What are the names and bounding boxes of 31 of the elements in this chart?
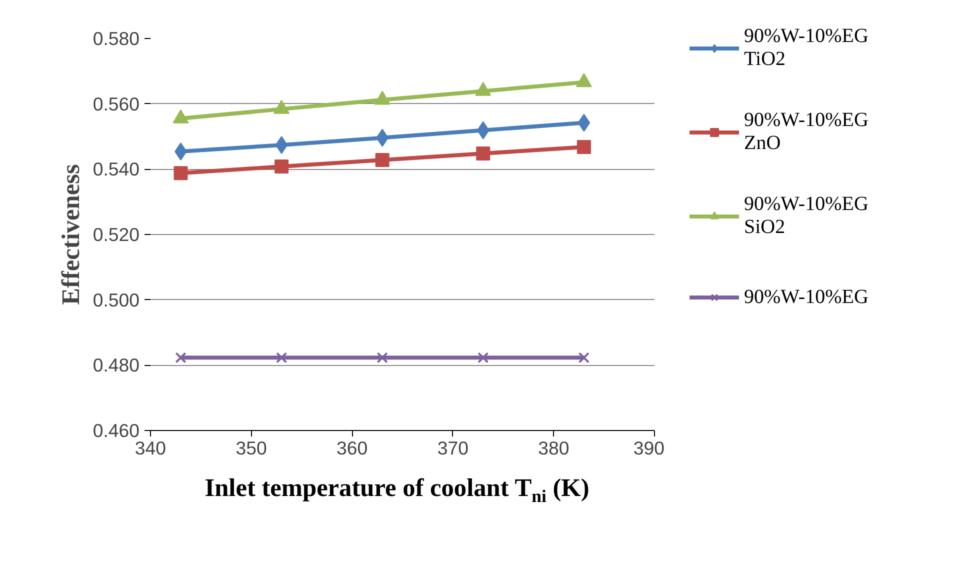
y-tick-label: 0.540	[92, 158, 140, 180]
point	[376, 128, 389, 147]
x-tick-label: 350	[236, 438, 267, 458]
point	[275, 136, 288, 154]
x-axis-title: Inlet temperature of coolant T$_{ni}$ (K)	[204, 473, 590, 508]
y-tick-label: 0.580	[92, 28, 140, 49]
y-axis-title: Effectiveness	[56, 164, 85, 305]
point	[276, 352, 288, 364]
point	[174, 166, 188, 180]
point	[476, 146, 490, 160]
point	[274, 160, 289, 174]
x-tick-label: 370	[437, 438, 468, 458]
point	[578, 352, 590, 364]
legend-label: 90%W-10%EG	[744, 284, 868, 310]
y-tick-label: 0.500	[92, 289, 140, 310]
legend-label: 90%W-10%EG ZnO	[744, 109, 868, 155]
x-tick-label: 390	[633, 438, 665, 458]
y-tick-label: 0.480	[92, 354, 140, 376]
x-tick-label: 360	[336, 438, 368, 458]
point	[476, 121, 490, 140]
point	[578, 114, 590, 132]
legend-label: 90%W-10%EG TiO2	[744, 25, 868, 71]
point	[375, 153, 390, 168]
legend-label: 90%W-10%EG SiO2	[744, 193, 868, 239]
y-tick-label: 0.560	[92, 93, 140, 114]
x-tick-label: 380	[538, 438, 570, 458]
point	[478, 352, 489, 364]
point	[576, 140, 591, 154]
y-tick-label: 0.520	[92, 224, 140, 245]
point	[376, 352, 388, 364]
point	[175, 352, 186, 364]
